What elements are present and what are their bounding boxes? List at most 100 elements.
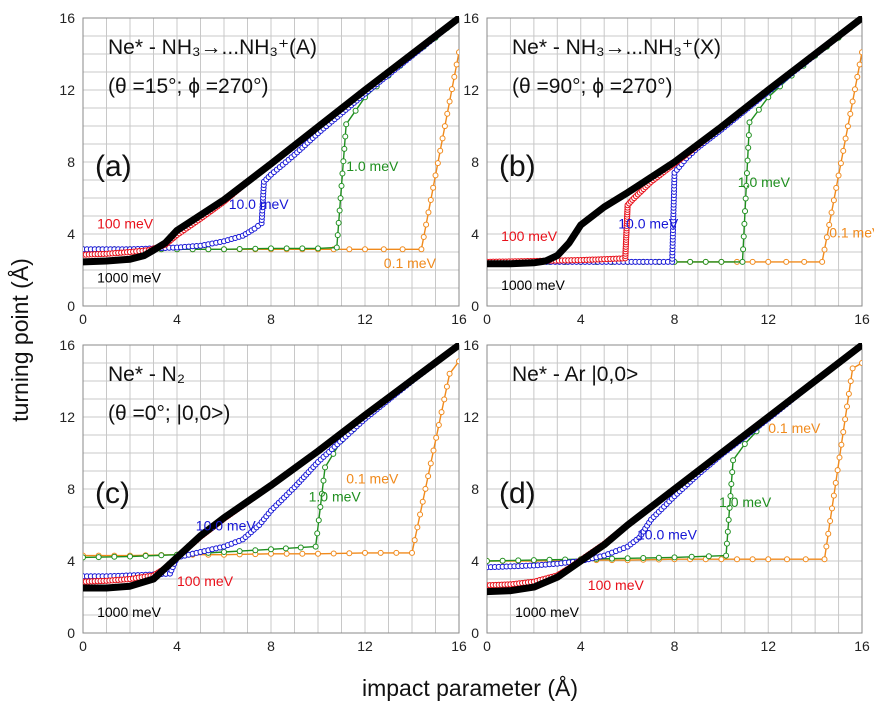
data-point (847, 378, 854, 385)
panel-letter: (b) (499, 150, 536, 183)
data-point (840, 429, 847, 435)
series-label-1000-mev: 1000 meV (97, 604, 161, 620)
data-point (801, 258, 808, 265)
data-point (315, 245, 321, 252)
y-tick-label: 8 (471, 154, 479, 170)
series-line-1000-mev (487, 343, 862, 596)
data-point (430, 184, 437, 191)
data-point (420, 233, 427, 240)
y-tick-label: 0 (67, 298, 75, 314)
x-tick-label: 4 (577, 638, 585, 654)
data-point (451, 73, 458, 80)
x-tick-label: 4 (173, 311, 181, 327)
plot-frame (82, 344, 460, 634)
series-group (83, 343, 459, 592)
data-point (341, 145, 348, 152)
x-axis-title: impact parameter (Å) (362, 674, 578, 701)
series-line-1000-mev (83, 343, 459, 592)
data-point (718, 258, 725, 265)
plot-frame (486, 17, 863, 307)
chart-panel-c: 0 4 8 12 16 0 4 8 12 16 Ne* - N₂ (θ =0°; |0,0>) (c) 1… (59, 337, 467, 654)
series-label-10-0-mev: 10.0 meV (618, 216, 679, 232)
data-point (95, 554, 102, 561)
data-point (729, 469, 736, 476)
data-point (318, 490, 325, 497)
data-point (441, 396, 448, 403)
data-point (339, 170, 346, 177)
data-point (687, 258, 694, 265)
data-point (688, 553, 695, 560)
data-point (739, 258, 746, 265)
x-tick-label: 12 (357, 311, 373, 327)
data-point (830, 197, 837, 204)
data-point (825, 530, 832, 537)
panel-title: Ne* - NH₃→...NH₃⁺(A) (108, 36, 317, 59)
data-point (828, 209, 835, 216)
y-tick-label: 4 (67, 226, 75, 242)
panel-letter: (a) (95, 150, 132, 183)
data-point (83, 554, 86, 561)
series-1000-mev (83, 16, 459, 266)
panel-title: Ne* - N₂ (108, 363, 185, 386)
series-label-1-0-mev: 1.0 meV (346, 158, 399, 174)
x-tick-label: 8 (671, 311, 679, 327)
data-point (438, 409, 445, 416)
x-tick-label: 16 (451, 311, 467, 327)
data-point (427, 197, 434, 204)
data-point (435, 421, 442, 428)
series-label-10-0-mev: 10.0 meV (196, 517, 257, 533)
data-point (441, 123, 448, 130)
data-point (437, 147, 444, 154)
x-tick-label: 8 (267, 638, 275, 654)
plot-frame (486, 344, 863, 634)
data-point (740, 246, 747, 253)
data-point (847, 110, 854, 117)
data-point (821, 556, 828, 563)
data-point (352, 107, 359, 114)
data-point (334, 232, 341, 239)
data-point (854, 73, 861, 80)
series-group (487, 16, 862, 268)
data-point (784, 556, 790, 563)
y-tick-label: 16 (463, 337, 479, 353)
data-point (744, 157, 751, 164)
data-point (411, 537, 418, 544)
data-point (723, 552, 730, 559)
data-point (377, 549, 384, 556)
y-tick-label: 12 (59, 409, 75, 425)
data-point (380, 246, 387, 253)
y-tick-label: 4 (67, 553, 75, 569)
data-point (427, 460, 434, 467)
data-point (320, 477, 327, 484)
data-point (836, 454, 843, 461)
data-point (221, 246, 227, 253)
series-label-1-0-mev: 1.0 meV (738, 174, 791, 190)
x-tick-label: 0 (79, 638, 87, 654)
data-point (849, 98, 856, 105)
data-point (671, 554, 678, 561)
data-point (456, 358, 459, 365)
data-point (315, 517, 322, 524)
x-tick-label: 16 (451, 638, 467, 654)
panel-subtitle: (θ =0°; |0,0>) (108, 402, 230, 425)
data-point (205, 246, 212, 253)
x-tick-label: 8 (267, 311, 275, 327)
y-tick-label: 16 (59, 337, 75, 353)
data-point (236, 246, 243, 252)
data-point (609, 555, 615, 562)
data-point (433, 434, 440, 441)
data-point (743, 170, 750, 177)
series-label-0-1-mev: 0.1 meV (346, 471, 399, 487)
data-point (393, 549, 400, 556)
grid (487, 18, 862, 306)
data-point (802, 556, 809, 563)
data-point (343, 121, 350, 128)
data-point (268, 245, 274, 252)
data-point (322, 464, 329, 471)
data-point (456, 49, 459, 56)
data-point (439, 135, 446, 142)
data-point (823, 234, 830, 241)
data-point (414, 524, 421, 531)
y-tick-label: 0 (471, 625, 479, 641)
